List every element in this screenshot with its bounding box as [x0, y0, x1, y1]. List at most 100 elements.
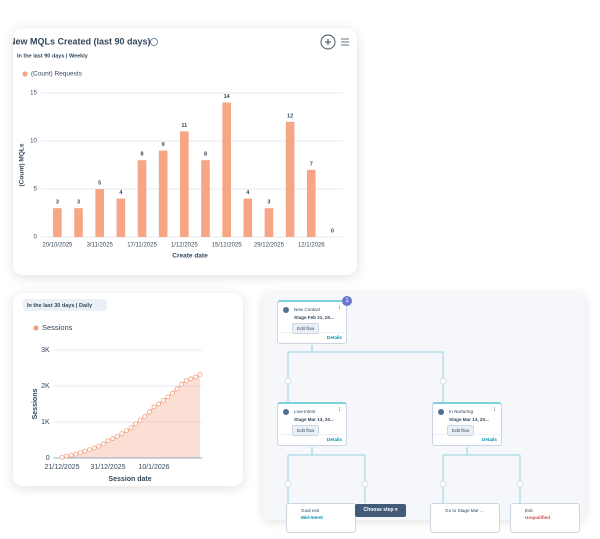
connectors [284, 345, 524, 503]
bar [116, 198, 126, 237]
node-title: New Contact [294, 307, 321, 312]
value-label: 12 [287, 113, 293, 119]
point [188, 376, 194, 382]
x-tick-label: 17/11/2025 [127, 243, 157, 249]
point [68, 452, 74, 458]
area-chart: In the last 30 days | Daily Session date… [23, 299, 203, 483]
value-label: 14 [224, 94, 231, 100]
details-link[interactable]: Details [326, 335, 342, 340]
point [146, 409, 152, 415]
value-label: 8 [140, 152, 143, 158]
node-title: In Nurturing [449, 409, 474, 414]
point [165, 394, 171, 400]
point [183, 378, 189, 383]
value-label: 3 [267, 200, 270, 206]
subtitle-pill [23, 299, 107, 311]
y-axis-label: Sessions [32, 389, 39, 420]
x-tick-label: 15/12/2025 [212, 243, 243, 249]
y-tick-label: 0 [33, 235, 37, 241]
subtitle: In the last 30 days | Daily [27, 303, 93, 309]
x-tick-label: 20/10/2025 [42, 243, 73, 249]
bar-card: New MQLs Created (last 90 days) In the l… [13, 28, 357, 275]
point [73, 451, 79, 457]
value-label: 4 [246, 190, 250, 196]
details-link[interactable]: Details [481, 437, 497, 442]
workflow-node[interactable]: Goal exit Mid-Intent [286, 503, 356, 533]
point [119, 431, 125, 436]
point [137, 417, 143, 423]
choose-step-button[interactable]: Choose step ▾ [355, 504, 406, 517]
node-title: Exit [525, 508, 533, 513]
node-subtitle: Mid-Intent [301, 515, 323, 520]
point [179, 381, 185, 387]
chart-title: New MQLs Created (last 90 days) [13, 36, 151, 46]
y-tick-label: 10 [30, 139, 37, 145]
value-label: 4 [119, 190, 123, 196]
settings-icon[interactable] [341, 38, 349, 46]
bar [158, 150, 168, 237]
workflow-node[interactable]: Exit Unqualified [510, 503, 580, 533]
point [82, 448, 88, 454]
bar [222, 102, 231, 237]
node-title: Low-Intent [294, 409, 316, 414]
edit-button[interactable]: Edit flow [292, 425, 320, 436]
y-axis-label: (Count) MQLs [19, 143, 26, 186]
value-label: 3 [56, 200, 59, 206]
bar [285, 121, 295, 237]
point [133, 421, 138, 427]
point [124, 428, 129, 434]
y-tick-label: 2K [41, 383, 50, 390]
point [105, 438, 111, 444]
y-tick-label: 0 [46, 455, 50, 462]
x-tick-label: 3/11/2025 [87, 243, 114, 249]
subtitle: In the last 90 days | Weekly [17, 53, 89, 59]
x-axis-label: Create date [172, 253, 208, 260]
point [64, 453, 69, 459]
legend-label: Sessions [42, 323, 73, 332]
edit-button[interactable]: Edit flow [447, 425, 475, 436]
point [87, 447, 92, 453]
point [114, 433, 120, 439]
point [110, 436, 115, 441]
bar [53, 208, 62, 237]
point [160, 398, 166, 403]
details-link[interactable]: Details [326, 437, 342, 442]
edit-button[interactable]: Edit flow [292, 323, 320, 334]
bar-chart: New MQLs Created (last 90 days) In the l… [13, 34, 349, 260]
point [174, 386, 180, 392]
y-tick-label: 5 [33, 187, 37, 193]
value-label: 9 [162, 142, 165, 148]
workflow-node[interactable]: ⋮ In Nurturing Stage Mar 13, 20... Edit … [432, 402, 502, 446]
y-tick-label: 15 [30, 91, 37, 97]
value-label: 7 [310, 161, 313, 167]
point [169, 390, 175, 396]
point [156, 401, 162, 407]
bar [201, 160, 210, 237]
x-tick-label: 10/1/2026 [138, 464, 169, 471]
legend-swatch [33, 325, 39, 331]
workflow-node[interactable]: ⋮ New Contact Stage Feb 21, 20... Edit f… [277, 300, 347, 344]
workflow-node[interactable]: Go to Stage Mar ... [430, 503, 500, 533]
point [142, 414, 148, 419]
x-tick-label: 1/12/2025 [171, 243, 198, 249]
node-stage: Stage Mar 13, 20... [449, 417, 489, 422]
bar [243, 198, 253, 237]
x-tick-label: 21/12/2025 [44, 464, 79, 471]
node-stage: Stage Feb 21, 20... [294, 315, 334, 320]
info-icon[interactable] [150, 38, 158, 46]
point [59, 454, 65, 460]
bar [306, 169, 316, 237]
point [197, 372, 203, 377]
bar [95, 189, 104, 237]
bar [74, 208, 83, 237]
value-label: 11 [181, 123, 187, 129]
point [101, 441, 106, 447]
point [78, 450, 83, 456]
add-icon [325, 39, 331, 45]
legend-swatch [22, 71, 28, 77]
value-label: 0 [331, 228, 334, 234]
workflow-node[interactable]: ⋮ Low-Intent Stage Mar 13, 20... Edit fl… [277, 402, 347, 446]
area-fill [62, 374, 200, 458]
node-subtitle: Unqualified [525, 515, 551, 520]
